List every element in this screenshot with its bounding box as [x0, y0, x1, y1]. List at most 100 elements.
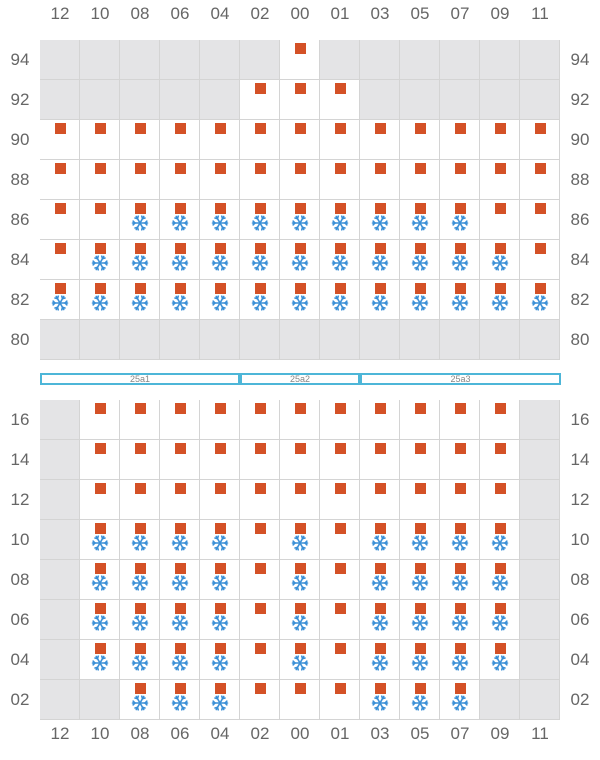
seat-cell[interactable]	[320, 680, 360, 720]
seat-cell[interactable]	[280, 640, 320, 680]
seat-cell[interactable]	[200, 560, 240, 600]
seat-cell[interactable]	[120, 200, 160, 240]
seat-cell[interactable]	[240, 280, 280, 320]
seat-cell[interactable]	[240, 520, 280, 560]
seat-cell[interactable]	[40, 120, 80, 160]
zone-bar[interactable]: 25a2	[240, 373, 360, 385]
seat-cell[interactable]	[160, 120, 200, 160]
seat-cell[interactable]	[80, 600, 120, 640]
seat-cell[interactable]	[400, 560, 440, 600]
seat-cell[interactable]	[200, 120, 240, 160]
seat-cell[interactable]	[400, 600, 440, 640]
seat-cell[interactable]	[160, 440, 200, 480]
seat-cell[interactable]	[320, 440, 360, 480]
seat-cell[interactable]	[400, 280, 440, 320]
seat-cell[interactable]	[240, 200, 280, 240]
seat-cell[interactable]	[160, 640, 200, 680]
seat-cell[interactable]	[120, 280, 160, 320]
seat-cell[interactable]	[440, 120, 480, 160]
seat-cell[interactable]	[160, 200, 200, 240]
seat-cell[interactable]	[320, 240, 360, 280]
seat-cell[interactable]	[160, 280, 200, 320]
seat-cell[interactable]	[280, 160, 320, 200]
seat-cell[interactable]	[280, 40, 320, 80]
seat-cell[interactable]	[160, 520, 200, 560]
seat-cell[interactable]	[320, 560, 360, 600]
seat-cell[interactable]	[360, 440, 400, 480]
seat-cell[interactable]	[400, 120, 440, 160]
seat-cell[interactable]	[320, 120, 360, 160]
seat-cell[interactable]	[120, 520, 160, 560]
seat-cell[interactable]	[520, 200, 560, 240]
seat-cell[interactable]	[80, 480, 120, 520]
seat-cell[interactable]	[120, 240, 160, 280]
seat-cell[interactable]	[240, 600, 280, 640]
seat-cell[interactable]	[440, 600, 480, 640]
seat-cell[interactable]	[480, 560, 520, 600]
seat-cell[interactable]	[80, 280, 120, 320]
seat-cell[interactable]	[360, 400, 400, 440]
seat-cell[interactable]	[240, 160, 280, 200]
seat-cell[interactable]	[200, 640, 240, 680]
seat-cell[interactable]	[400, 240, 440, 280]
seat-cell[interactable]	[360, 640, 400, 680]
seat-cell[interactable]	[200, 480, 240, 520]
seat-cell[interactable]	[200, 520, 240, 560]
seat-cell[interactable]	[440, 160, 480, 200]
seat-cell[interactable]	[400, 640, 440, 680]
seat-cell[interactable]	[240, 680, 280, 720]
seat-cell[interactable]	[520, 240, 560, 280]
seat-cell[interactable]	[240, 560, 280, 600]
seat-cell[interactable]	[480, 400, 520, 440]
seat-cell[interactable]	[360, 240, 400, 280]
seat-cell[interactable]	[480, 600, 520, 640]
seat-cell[interactable]	[160, 680, 200, 720]
seat-cell[interactable]	[320, 520, 360, 560]
seat-cell[interactable]	[360, 200, 400, 240]
seat-cell[interactable]	[440, 240, 480, 280]
seat-cell[interactable]	[120, 680, 160, 720]
seat-cell[interactable]	[160, 160, 200, 200]
seat-cell[interactable]	[240, 640, 280, 680]
seat-cell[interactable]	[360, 160, 400, 200]
seat-cell[interactable]	[480, 520, 520, 560]
seat-cell[interactable]	[80, 240, 120, 280]
seat-cell[interactable]	[320, 600, 360, 640]
seat-cell[interactable]	[320, 640, 360, 680]
seat-cell[interactable]	[440, 480, 480, 520]
seat-cell[interactable]	[440, 560, 480, 600]
seat-cell[interactable]	[280, 240, 320, 280]
seat-cell[interactable]	[160, 400, 200, 440]
seat-cell[interactable]	[520, 120, 560, 160]
seat-cell[interactable]	[160, 560, 200, 600]
seat-cell[interactable]	[480, 640, 520, 680]
seat-cell[interactable]	[360, 120, 400, 160]
seat-cell[interactable]	[40, 240, 80, 280]
seat-cell[interactable]	[160, 600, 200, 640]
seat-cell[interactable]	[480, 160, 520, 200]
seat-cell[interactable]	[440, 440, 480, 480]
seat-cell[interactable]	[440, 520, 480, 560]
seat-cell[interactable]	[200, 160, 240, 200]
seat-cell[interactable]	[320, 280, 360, 320]
seat-cell[interactable]	[360, 520, 400, 560]
seat-cell[interactable]	[120, 160, 160, 200]
seat-cell[interactable]	[280, 200, 320, 240]
seat-cell[interactable]	[240, 240, 280, 280]
seat-cell[interactable]	[120, 120, 160, 160]
seat-cell[interactable]	[120, 480, 160, 520]
seat-cell[interactable]	[200, 200, 240, 240]
seat-cell[interactable]	[160, 480, 200, 520]
seat-cell[interactable]	[400, 440, 440, 480]
seat-cell[interactable]	[280, 440, 320, 480]
seat-cell[interactable]	[360, 560, 400, 600]
seat-cell[interactable]	[440, 680, 480, 720]
seat-cell[interactable]	[520, 280, 560, 320]
seat-cell[interactable]	[80, 160, 120, 200]
seat-cell[interactable]	[200, 680, 240, 720]
seat-cell[interactable]	[520, 160, 560, 200]
seat-cell[interactable]	[280, 520, 320, 560]
seat-cell[interactable]	[320, 200, 360, 240]
seat-cell[interactable]	[40, 160, 80, 200]
seat-cell[interactable]	[240, 80, 280, 120]
